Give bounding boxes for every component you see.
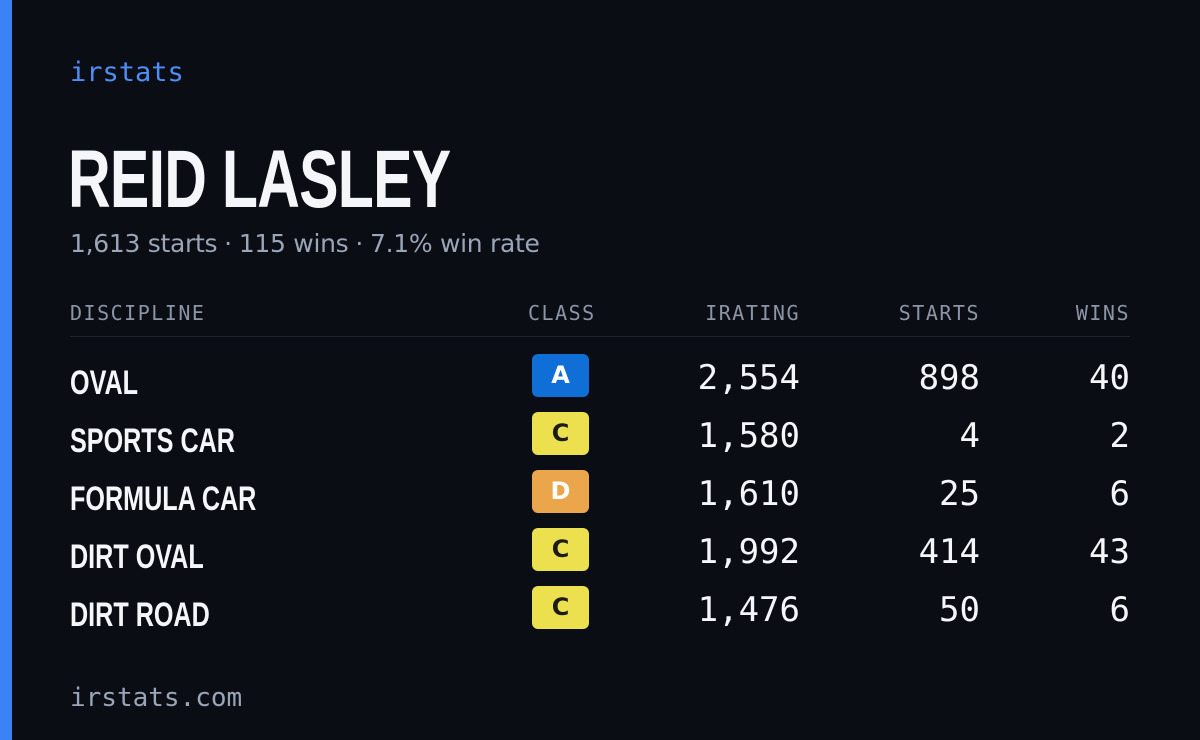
- table-header: DISCIPLINE CLASS IRATING STARTS WINS: [70, 298, 1130, 337]
- starts-value: 4: [959, 416, 980, 456]
- header-starts: STARTS: [898, 301, 980, 325]
- discipline-name: OVAL: [70, 364, 139, 402]
- class-badge: C: [532, 528, 589, 571]
- table-row: DIRT OVAL C 1,992 414 43: [70, 524, 1130, 582]
- header-discipline: DISCIPLINE: [70, 301, 206, 325]
- irating-value: 1,610: [697, 474, 800, 514]
- class-badge: C: [532, 412, 589, 455]
- irating-value: 1,992: [697, 532, 800, 572]
- wins-value: 43: [1089, 532, 1130, 572]
- class-badge: A: [532, 354, 589, 397]
- header-wins: WINS: [1075, 301, 1130, 325]
- summary-starts: 1,613 starts: [70, 229, 218, 258]
- header-irating: IRATING: [705, 301, 800, 325]
- discipline-table: OVAL A 2,554 898 40 SPORTS CAR C 1,580 4…: [70, 350, 1130, 640]
- driver-summary: 1,613 starts · 115 wins · 7.1% win rate: [70, 227, 540, 261]
- wins-value: 6: [1109, 590, 1130, 630]
- table-row: FORMULA CAR D 1,610 25 6: [70, 466, 1130, 524]
- discipline-name: FORMULA CAR: [70, 480, 257, 518]
- discipline-name: DIRT OVAL: [70, 538, 204, 576]
- irating-value: 1,580: [697, 416, 800, 456]
- starts-value: 898: [918, 358, 980, 398]
- summary-win-rate: 7.1% win rate: [370, 229, 540, 258]
- driver-name: REID LASLEY: [68, 134, 451, 225]
- starts-value: 50: [939, 590, 980, 630]
- summary-separator: ·: [224, 229, 232, 258]
- footer-url: irstats.com: [70, 683, 243, 713]
- wins-value: 2: [1109, 416, 1130, 456]
- discipline-name: SPORTS CAR: [70, 422, 235, 460]
- irating-value: 2,554: [697, 358, 800, 398]
- table-row: OVAL A 2,554 898 40: [70, 350, 1130, 408]
- irating-value: 1,476: [697, 590, 800, 630]
- class-badge: D: [532, 470, 589, 513]
- discipline-name: DIRT ROAD: [70, 596, 210, 634]
- starts-value: 414: [918, 532, 980, 572]
- summary-separator: ·: [355, 229, 364, 258]
- summary-wins: 115 wins: [238, 229, 349, 258]
- wins-value: 40: [1089, 358, 1130, 398]
- header-class: CLASS: [528, 301, 596, 325]
- table-row: SPORTS CAR C 1,580 4 2: [70, 408, 1130, 466]
- accent-bar: [0, 0, 12, 740]
- brand-logo-text: irstats: [70, 57, 184, 88]
- starts-value: 25: [939, 474, 980, 514]
- wins-value: 6: [1109, 474, 1130, 514]
- class-badge: C: [532, 586, 589, 629]
- table-row: DIRT ROAD C 1,476 50 6: [70, 582, 1130, 640]
